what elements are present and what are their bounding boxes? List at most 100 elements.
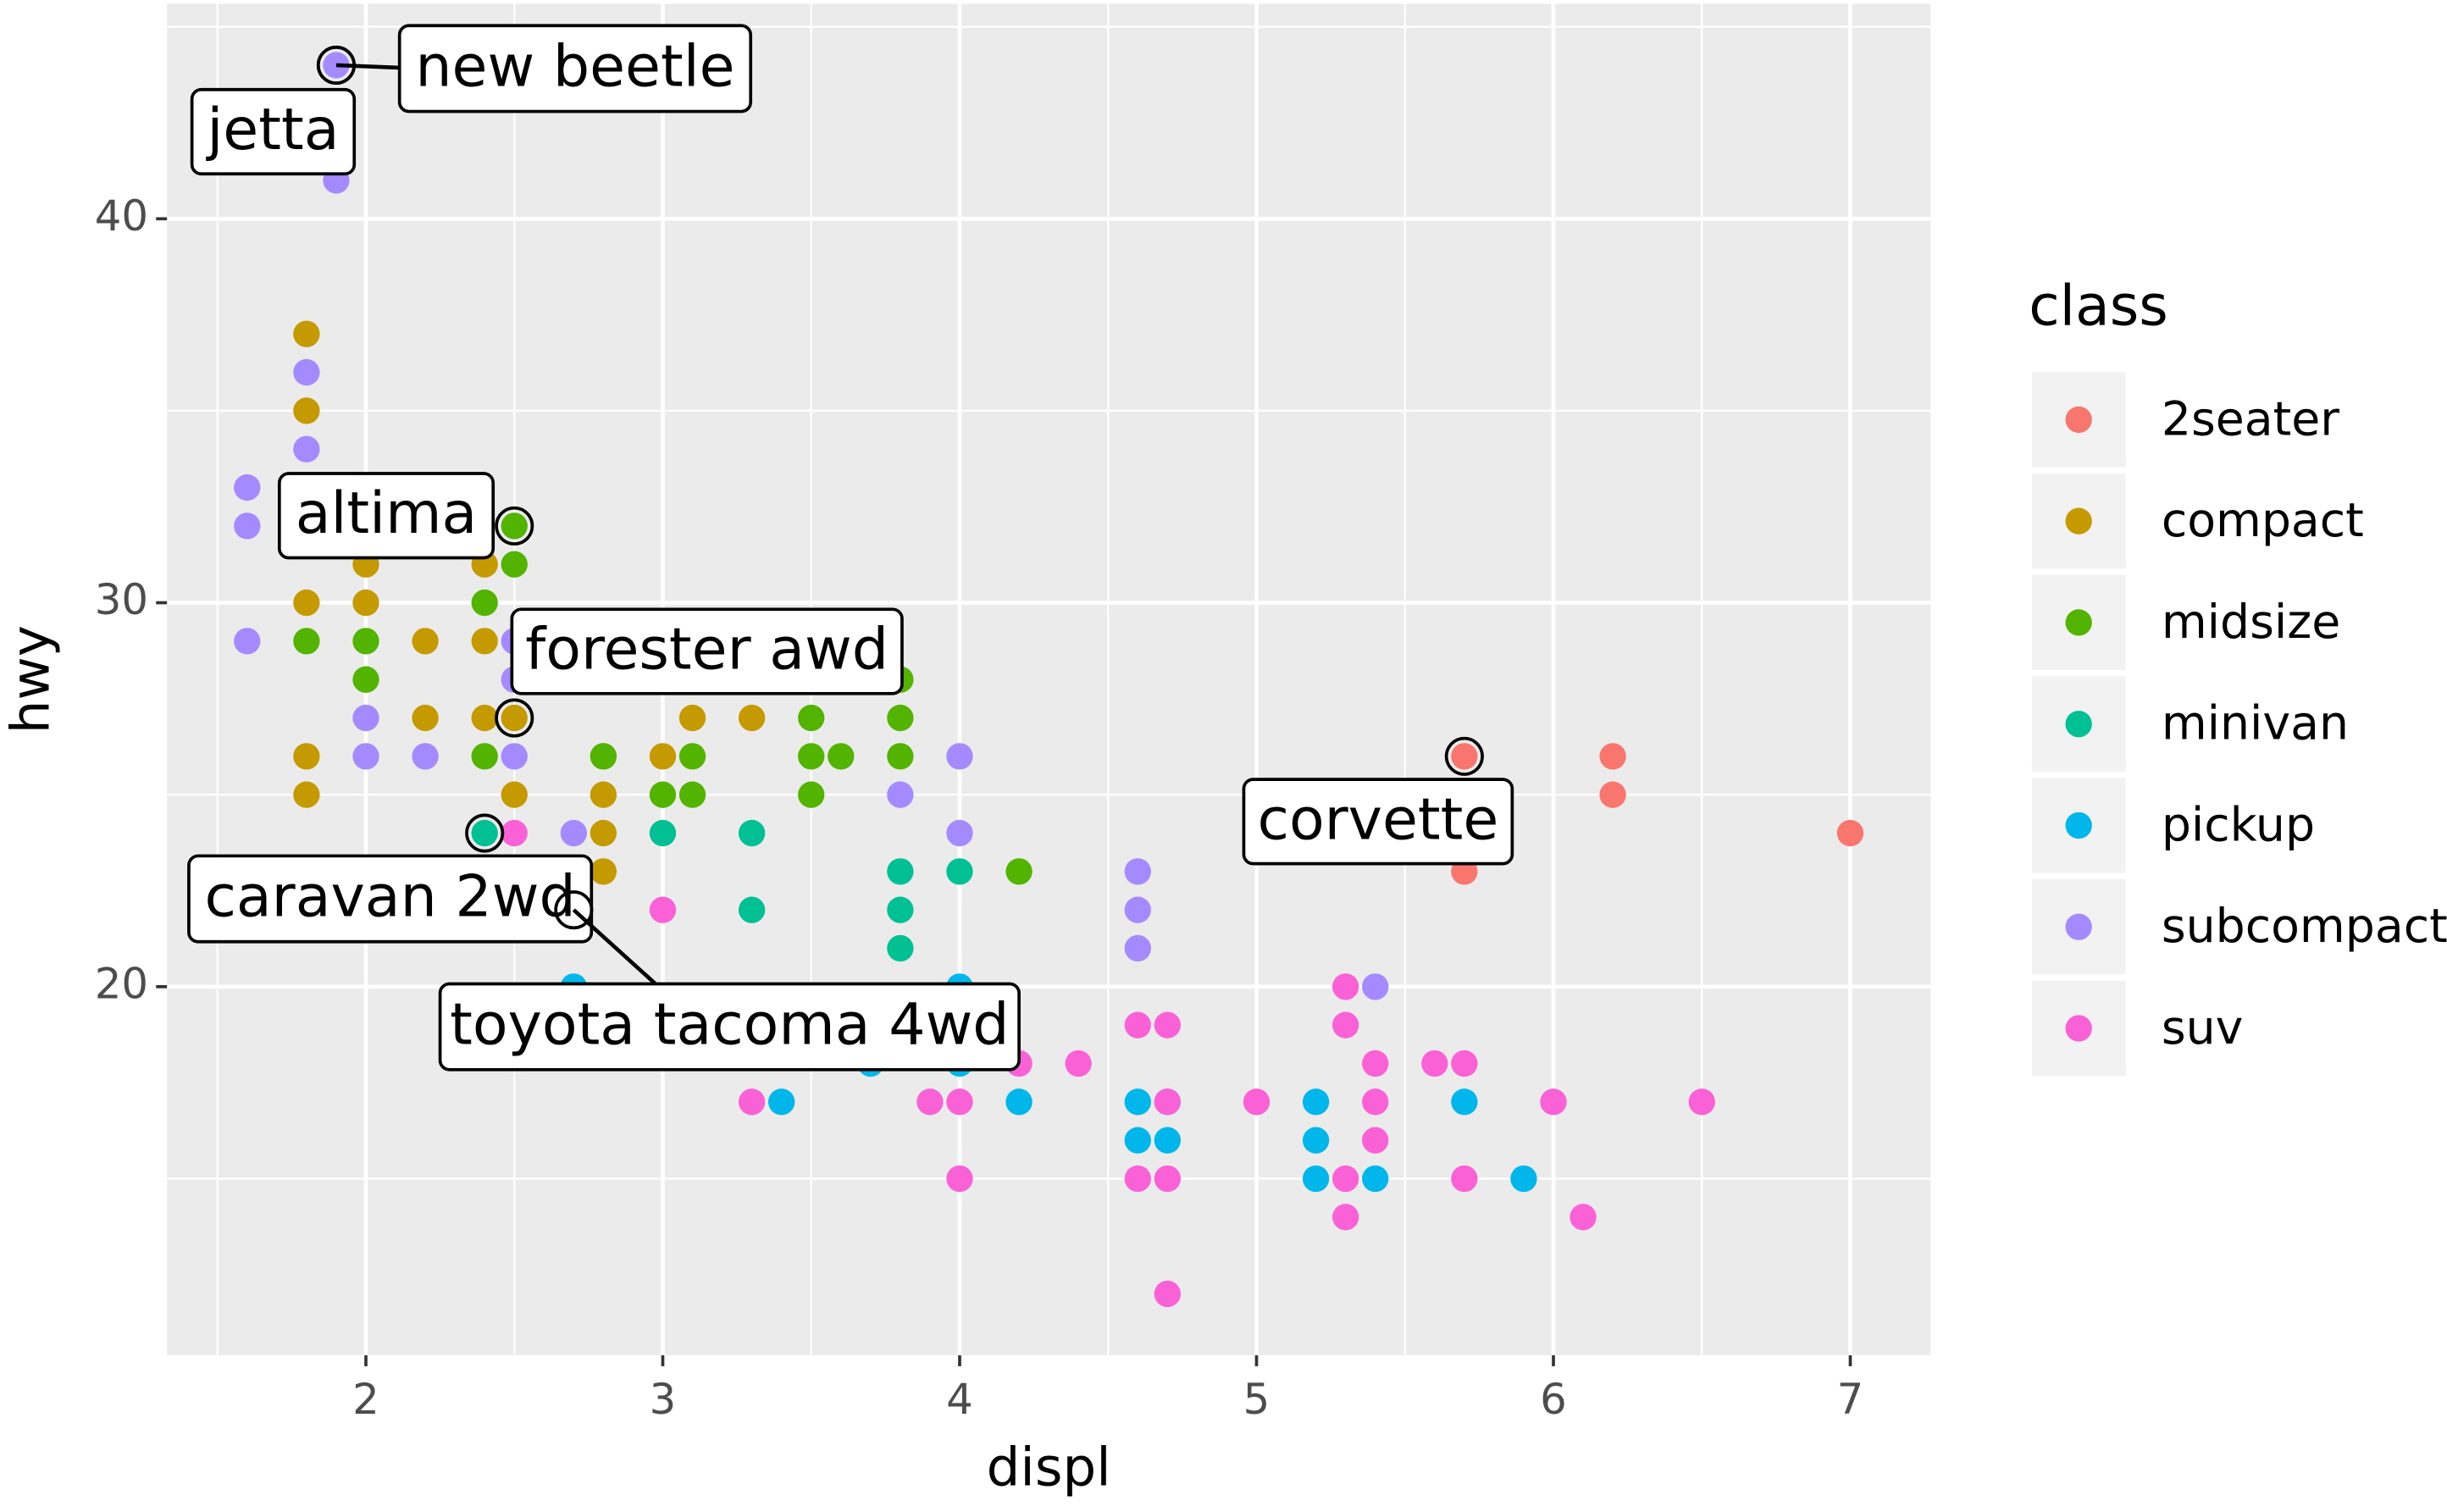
point [590, 819, 617, 847]
point [798, 781, 825, 808]
label-box [277, 472, 495, 560]
point [412, 743, 439, 770]
point [1154, 1280, 1182, 1308]
point [678, 781, 706, 808]
point [1124, 1127, 1151, 1154]
point [1362, 1050, 1389, 1077]
point [1510, 1165, 1537, 1193]
point [768, 1088, 795, 1116]
legend-label: midsize [2162, 595, 2340, 650]
point [501, 512, 528, 540]
point [1331, 1204, 1359, 1231]
point [946, 819, 973, 847]
legend-title: class [2029, 273, 2168, 339]
point [471, 589, 498, 617]
point [738, 819, 766, 847]
point [471, 704, 498, 732]
y-tick-label: 30 [95, 575, 148, 624]
point [293, 397, 320, 424]
point [293, 628, 320, 655]
label-text: altima [296, 480, 478, 547]
x-tick-label: 3 [650, 1375, 677, 1424]
point [1362, 1127, 1389, 1154]
x-tick-label: 4 [946, 1375, 973, 1424]
point [293, 320, 320, 347]
point [887, 934, 914, 962]
label-text: forester awd [525, 616, 889, 683]
point [590, 743, 617, 770]
point [649, 743, 677, 770]
legend-swatch [2065, 609, 2092, 636]
point [738, 1088, 766, 1116]
point [887, 743, 914, 770]
point [501, 551, 528, 578]
point [1154, 1165, 1182, 1193]
highlight-ring [465, 813, 505, 853]
point [1302, 1165, 1330, 1193]
point [1243, 1088, 1271, 1116]
point [1154, 1011, 1182, 1038]
point [887, 858, 914, 885]
annotations: new beetle jetta altima forester awd caravan… [187, 24, 1514, 1072]
point [946, 743, 973, 770]
point [293, 781, 320, 808]
connector [335, 63, 400, 70]
highlight-ring [495, 698, 534, 738]
legend-swatch [2065, 711, 2092, 738]
legend-swatch [2065, 811, 2092, 839]
point [560, 819, 587, 847]
point [590, 858, 617, 885]
point [412, 628, 439, 655]
point [352, 704, 379, 732]
point [501, 819, 528, 847]
x-tick-label: 5 [1243, 1375, 1271, 1424]
point [649, 896, 677, 923]
point [293, 743, 320, 770]
point [293, 358, 320, 386]
point [234, 474, 261, 501]
point [1540, 1088, 1567, 1116]
point [352, 589, 379, 617]
y-tick-label: 40 [95, 191, 148, 241]
label-text: corvette [1257, 786, 1498, 853]
point [678, 704, 706, 732]
point [471, 819, 498, 847]
point [1154, 1127, 1182, 1154]
point [1362, 973, 1389, 1000]
point [471, 628, 498, 655]
grid [167, 3, 1931, 1356]
legend-label: 2seater [2162, 392, 2339, 446]
label-text: new beetle [415, 33, 734, 100]
point [738, 896, 766, 923]
label-box [1242, 778, 1514, 866]
point [649, 781, 677, 808]
label-box [438, 982, 1021, 1072]
y-tick-label: 20 [95, 959, 148, 1008]
point [887, 704, 914, 732]
label-box [187, 854, 594, 944]
highlight-ring [554, 890, 594, 930]
highlight-ring [495, 506, 534, 546]
point [1331, 1011, 1359, 1038]
point [1302, 1127, 1330, 1154]
point [678, 743, 706, 770]
highlight-ring [316, 45, 356, 85]
point [887, 896, 914, 923]
point [1124, 1088, 1151, 1116]
point [1451, 1050, 1478, 1077]
point [1451, 1165, 1478, 1193]
point [1124, 1165, 1151, 1193]
point [946, 1165, 973, 1193]
legend-swatch [2065, 406, 2092, 434]
point [293, 435, 320, 462]
x-tick-label: 7 [1837, 1375, 1864, 1424]
point [1154, 1088, 1182, 1116]
point [828, 743, 855, 770]
point [1599, 743, 1626, 770]
label-text: jetta [205, 97, 339, 163]
point [471, 743, 498, 770]
legend-label: subcompact [2162, 900, 2447, 954]
point [412, 704, 439, 732]
